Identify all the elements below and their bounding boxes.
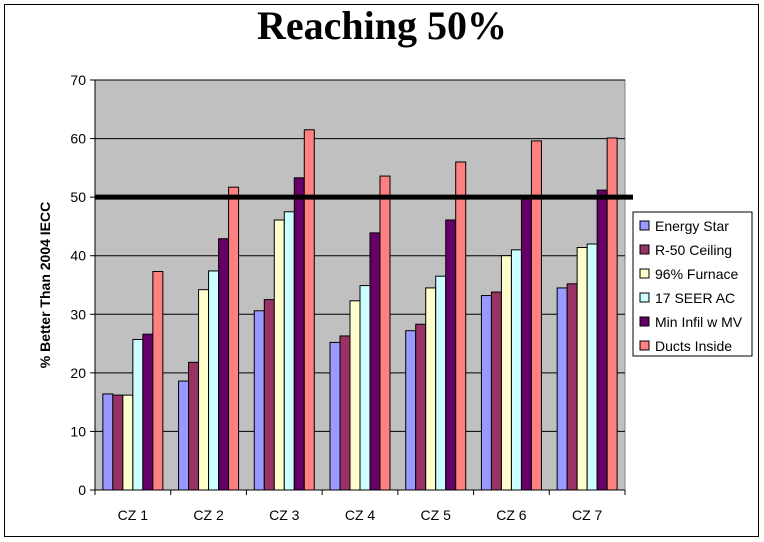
bar-energy-star bbox=[405, 330, 417, 491]
bar-17-seer-ac bbox=[132, 338, 144, 491]
bar-energy-star bbox=[178, 380, 190, 491]
bar-17-seer-ac bbox=[208, 270, 220, 491]
bar-ducts-inside bbox=[152, 271, 164, 491]
y-tick-label: 0 bbox=[78, 482, 86, 498]
bar-r-50-ceiling bbox=[263, 299, 275, 491]
bar-17-seer-ac bbox=[359, 285, 371, 491]
y-tick-label: 30 bbox=[70, 306, 86, 322]
y-axis-label: % Better Than 2004 IECC bbox=[37, 202, 53, 369]
x-tick-label: CZ 1 bbox=[118, 507, 149, 523]
bar-r-50-ceiling bbox=[112, 394, 124, 491]
bar-ducts-inside bbox=[228, 186, 240, 491]
legend bbox=[632, 211, 753, 357]
bar-ducts-inside bbox=[303, 129, 315, 491]
bar-min-infil-w-mv bbox=[596, 189, 608, 491]
bar-energy-star bbox=[253, 310, 265, 491]
bar-ducts-inside bbox=[379, 175, 391, 491]
bar-17-seer-ac bbox=[283, 211, 295, 491]
x-tick-label: CZ 3 bbox=[269, 507, 300, 523]
bar-min-infil-w-mv bbox=[218, 238, 230, 491]
x-tick-label: CZ 6 bbox=[496, 507, 527, 523]
bar-r-50-ceiling bbox=[490, 291, 502, 491]
bar-r-50-ceiling bbox=[415, 323, 427, 491]
bar-17-seer-ac bbox=[586, 243, 598, 491]
legend-label: R-50 Ceiling bbox=[655, 242, 732, 258]
legend-label: Energy Star bbox=[655, 218, 729, 234]
bar-96-furnace bbox=[273, 219, 285, 491]
x-tick-label: CZ 2 bbox=[193, 507, 224, 523]
bar-96-furnace bbox=[425, 287, 437, 491]
bar-min-infil-w-mv bbox=[369, 232, 381, 491]
bar-ducts-inside bbox=[455, 161, 467, 491]
legend-label: 96% Furnace bbox=[655, 266, 738, 282]
x-tick-label: CZ 5 bbox=[421, 507, 452, 523]
x-tick-label: CZ 7 bbox=[572, 507, 603, 523]
y-tick-label: 60 bbox=[70, 131, 86, 147]
bar-17-seer-ac bbox=[510, 249, 522, 491]
bar-energy-star bbox=[102, 393, 114, 491]
bar-min-infil-w-mv bbox=[293, 177, 305, 491]
bar-r-50-ceiling bbox=[566, 283, 578, 491]
bar-energy-star bbox=[480, 295, 492, 491]
bar-96-furnace bbox=[576, 247, 588, 491]
legend-swatch bbox=[639, 292, 650, 303]
y-tick-label: 20 bbox=[70, 365, 86, 381]
bar-96-furnace bbox=[198, 289, 210, 491]
bar-r-50-ceiling bbox=[188, 361, 200, 491]
y-tick-label: 10 bbox=[70, 423, 86, 439]
bar-energy-star bbox=[556, 287, 568, 491]
bar-ducts-inside bbox=[530, 140, 542, 491]
y-tick-label: 50 bbox=[70, 189, 86, 205]
bar-96-furnace bbox=[500, 255, 512, 491]
legend-swatch bbox=[639, 220, 650, 231]
legend-label: Ducts Inside bbox=[655, 338, 732, 354]
legend-swatch bbox=[639, 340, 650, 351]
legend-swatch bbox=[639, 244, 650, 255]
chart-border bbox=[4, 4, 759, 537]
bar-energy-star bbox=[329, 341, 341, 491]
legend-label: 17 SEER AC bbox=[655, 290, 735, 306]
bar-min-infil-w-mv bbox=[445, 219, 457, 491]
y-tick-label: 70 bbox=[70, 72, 86, 88]
bar-r-50-ceiling bbox=[339, 335, 351, 491]
chart-title: Reaching 50% bbox=[257, 3, 507, 48]
bar-ducts-inside bbox=[606, 137, 618, 491]
bar-96-furnace bbox=[122, 394, 134, 491]
bar-96-furnace bbox=[349, 300, 361, 491]
bar-17-seer-ac bbox=[435, 275, 447, 491]
y-tick-label: 40 bbox=[70, 248, 86, 264]
legend-swatch bbox=[639, 316, 650, 327]
legend-swatch bbox=[639, 268, 650, 279]
bar-min-infil-w-mv bbox=[142, 333, 154, 491]
x-tick-label: CZ 4 bbox=[345, 507, 376, 523]
legend-label: Min Infil w MV bbox=[655, 314, 743, 330]
bar-min-infil-w-mv bbox=[520, 195, 532, 491]
